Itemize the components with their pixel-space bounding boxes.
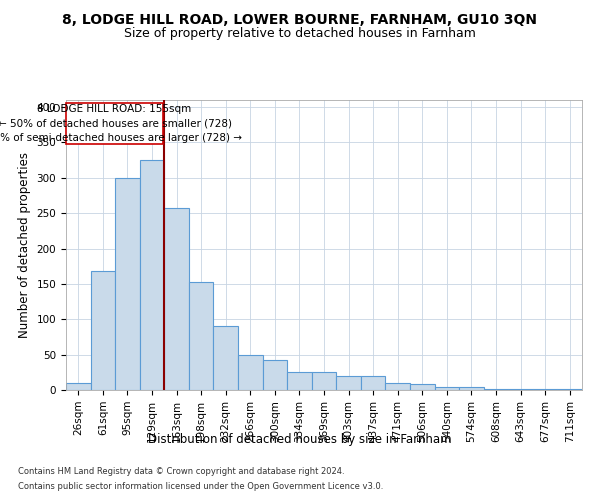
- Bar: [164, 208, 189, 390]
- Text: Size of property relative to detached houses in Farnham: Size of property relative to detached ho…: [124, 28, 476, 40]
- Bar: [410, 384, 434, 390]
- Bar: [312, 372, 336, 390]
- FancyBboxPatch shape: [66, 103, 163, 144]
- Bar: [557, 388, 582, 390]
- Bar: [459, 387, 484, 390]
- Text: Contains public sector information licensed under the Open Government Licence v3: Contains public sector information licen…: [18, 482, 383, 491]
- Bar: [189, 282, 214, 390]
- Text: Contains HM Land Registry data © Crown copyright and database right 2024.: Contains HM Land Registry data © Crown c…: [18, 467, 344, 476]
- Y-axis label: Number of detached properties: Number of detached properties: [18, 152, 31, 338]
- Bar: [66, 383, 91, 390]
- Bar: [115, 178, 140, 390]
- Bar: [533, 388, 557, 390]
- Bar: [434, 387, 459, 390]
- Bar: [361, 376, 385, 390]
- Text: Distribution of detached houses by size in Farnham: Distribution of detached houses by size …: [148, 432, 452, 446]
- Bar: [263, 360, 287, 390]
- Bar: [287, 372, 312, 390]
- Bar: [336, 376, 361, 390]
- Bar: [238, 354, 263, 390]
- Text: 8 LODGE HILL ROAD: 155sqm
← 50% of detached houses are smaller (728)
50% of semi: 8 LODGE HILL ROAD: 155sqm ← 50% of detac…: [0, 104, 242, 143]
- Bar: [140, 160, 164, 390]
- Bar: [385, 383, 410, 390]
- Text: 8, LODGE HILL ROAD, LOWER BOURNE, FARNHAM, GU10 3QN: 8, LODGE HILL ROAD, LOWER BOURNE, FARNHA…: [62, 12, 538, 26]
- Bar: [91, 271, 115, 390]
- Bar: [214, 326, 238, 390]
